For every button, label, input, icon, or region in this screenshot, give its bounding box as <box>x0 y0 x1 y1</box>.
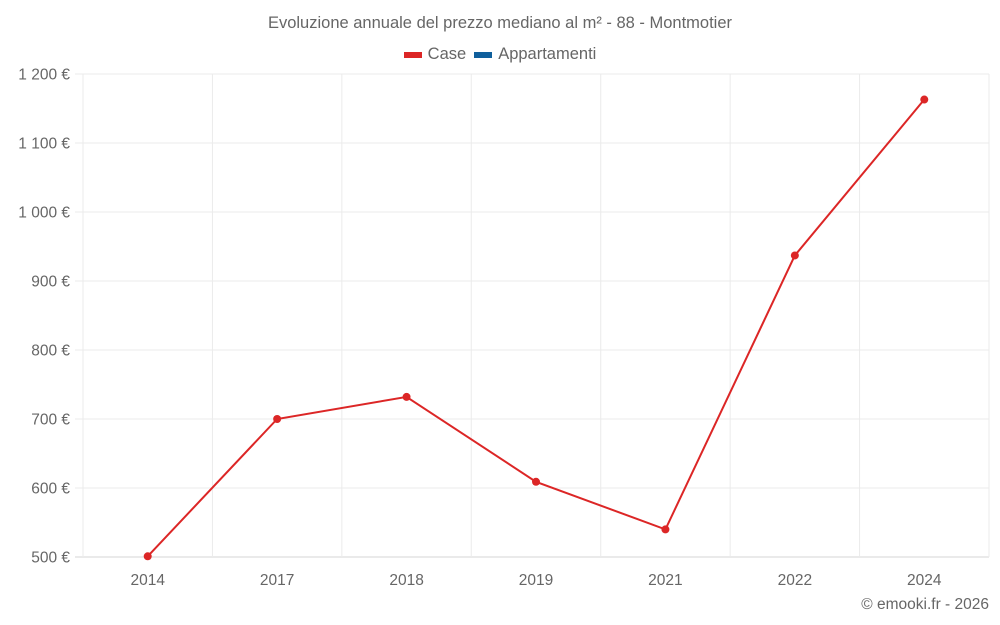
data-point[interactable] <box>143 552 152 561</box>
chart-title: Evoluzione annuale del prezzo mediano al… <box>267 14 733 32</box>
data-point[interactable] <box>790 251 799 260</box>
x-tick-label: 2014 <box>130 572 165 589</box>
y-tick-label: 900 € <box>31 274 70 291</box>
y-tick-label: 1 200 € <box>18 67 70 84</box>
x-tick-label: 2022 <box>778 572 812 589</box>
data-point[interactable] <box>532 477 540 486</box>
x-tick-label: 2021 <box>648 572 682 589</box>
y-tick-label: 500 € <box>31 550 70 567</box>
legend-swatch-case <box>403 51 422 58</box>
y-tick-label: 1 100 € <box>18 136 70 153</box>
y-tick-label: 600 € <box>31 481 70 498</box>
data-point[interactable] <box>402 392 411 401</box>
data-point[interactable] <box>920 95 929 104</box>
y-tick-label: 700 € <box>31 412 70 429</box>
credit-text: © emooki.fr - 2026 <box>861 596 989 613</box>
y-axis: 500 € 600 € 700 € 800 € 900 € 1 000 € 1 100 € 1… <box>18 67 70 567</box>
y-tick-label: 1 000 € <box>18 205 70 222</box>
x-tick-label: 2018 <box>389 572 423 589</box>
legend-item-case[interactable]: Case <box>403 45 467 64</box>
legend-label-case: Case <box>427 45 467 63</box>
x-tick-label: 2019 <box>519 572 553 589</box>
data-point[interactable] <box>273 415 282 423</box>
legend: Case Appartamenti <box>0 45 1000 64</box>
x-tick-label: 2017 <box>260 572 294 589</box>
legend-label-appartamenti: Appartamenti <box>498 45 597 63</box>
legend-item-appartamenti[interactable]: Appartamenti <box>474 45 596 64</box>
grid-lines <box>75 73 990 558</box>
x-tick-label: 2024 <box>907 572 942 589</box>
y-tick-label: 800 € <box>31 343 70 360</box>
data-point[interactable] <box>661 525 670 534</box>
series-case <box>143 95 929 561</box>
legend-swatch-appartamenti <box>474 51 493 58</box>
x-axis: 2014 2017 2018 2019 2021 2022 2024 <box>130 572 941 589</box>
